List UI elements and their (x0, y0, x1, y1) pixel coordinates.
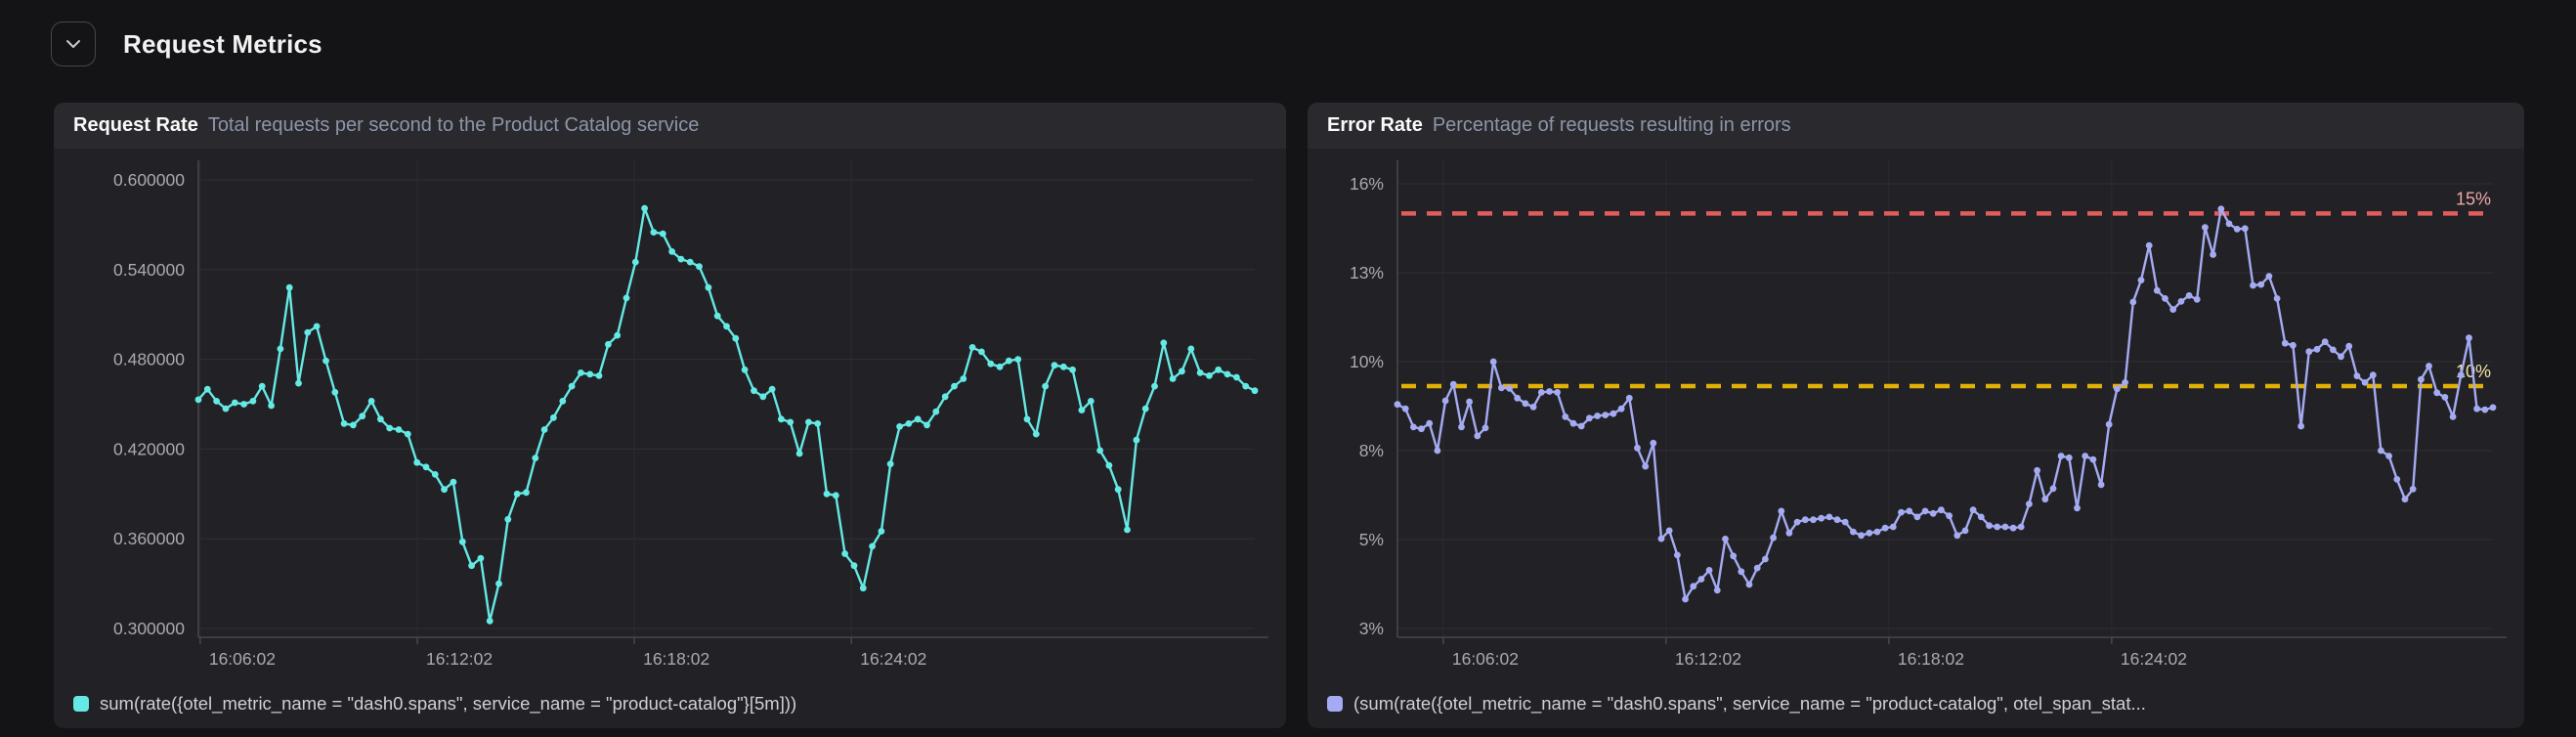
chevron-down-icon (63, 33, 84, 55)
svg-text:0.360000: 0.360000 (113, 529, 185, 548)
panel-subtitle: Total requests per second to the Product… (207, 114, 700, 136)
svg-text:5%: 5% (1359, 530, 1384, 549)
request-rate-panel: Request Rate Total requests per second t… (54, 103, 1286, 728)
svg-text:3%: 3% (1359, 619, 1384, 638)
panel-title: Error Rate (1327, 114, 1423, 136)
svg-text:15%: 15% (2456, 189, 2491, 208)
error-rate-panel-header: Error Rate Percentage of requests result… (1308, 103, 2524, 149)
request-rate-chart[interactable]: 0.600000 0.540000 0.480000 0.420000 0.360000… (54, 149, 1286, 679)
request-rate-legend[interactable]: sum(rate({otel_metric_name = "dash0.span… (54, 679, 1286, 728)
svg-text:16:24:02: 16:24:02 (860, 649, 926, 669)
svg-text:0.420000: 0.420000 (113, 439, 185, 458)
request-rate-panel-header: Request Rate Total requests per second t… (54, 103, 1286, 149)
panel-title: Request Rate (73, 114, 198, 136)
svg-text:16:18:02: 16:18:02 (643, 649, 709, 669)
series-label: (sum(rate({otel_metric_name = "dash0.spa… (1353, 693, 2146, 714)
svg-text:8%: 8% (1359, 441, 1384, 460)
svg-text:0.480000: 0.480000 (113, 350, 185, 369)
page-title: Request Metrics (123, 28, 322, 59)
svg-text:16:12:02: 16:12:02 (1675, 649, 1741, 669)
panel-subtitle: Percentage of requests resulting in erro… (1432, 114, 1791, 136)
series-label: sum(rate({otel_metric_name = "dash0.span… (100, 693, 797, 714)
svg-text:0.540000: 0.540000 (113, 260, 185, 280)
svg-text:16%: 16% (1350, 174, 1384, 194)
error-rate-chart[interactable]: 16% 13% 10% 8% 5% 3% 16:06:02 16:12:02 16:18:02 1… (1308, 149, 2524, 679)
series-swatch (1327, 696, 1343, 712)
svg-text:16:06:02: 16:06:02 (209, 649, 276, 669)
svg-text:16:24:02: 16:24:02 (2121, 649, 2187, 669)
error-rate-panel: Error Rate Percentage of requests result… (1308, 103, 2524, 728)
svg-text:16:06:02: 16:06:02 (1452, 649, 1519, 669)
svg-text:16:12:02: 16:12:02 (426, 649, 493, 669)
section-header: Request Metrics (51, 22, 322, 66)
svg-text:13%: 13% (1350, 263, 1384, 282)
series-swatch (73, 696, 89, 712)
svg-text:10%: 10% (1350, 352, 1384, 371)
svg-text:16:18:02: 16:18:02 (1898, 649, 1964, 669)
svg-text:0.600000: 0.600000 (113, 170, 185, 190)
error-rate-legend[interactable]: (sum(rate({otel_metric_name = "dash0.spa… (1308, 679, 2524, 728)
svg-text:0.300000: 0.300000 (113, 619, 185, 638)
collapse-section-button[interactable] (51, 22, 96, 66)
